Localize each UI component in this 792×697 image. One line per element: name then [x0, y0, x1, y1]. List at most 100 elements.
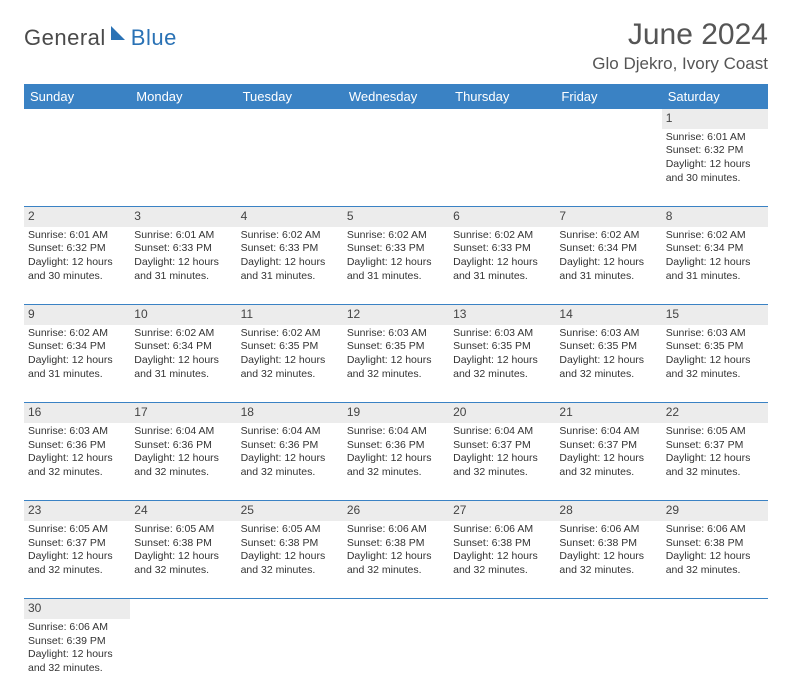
- sunrise-text: Sunrise: 6:01 AM: [666, 131, 764, 145]
- daynum-row: 2345678: [24, 207, 768, 227]
- sunset-text: Sunset: 6:38 PM: [241, 537, 339, 551]
- day-detail: Sunrise: 6:02 AMSunset: 6:34 PMDaylight:…: [130, 325, 236, 403]
- logo-text-blue: Blue: [131, 25, 177, 51]
- day-detail: Sunrise: 6:02 AMSunset: 6:33 PMDaylight:…: [237, 227, 343, 305]
- day-number: [662, 599, 768, 619]
- day-number: 20: [449, 403, 555, 423]
- day-detail: Sunrise: 6:03 AMSunset: 6:35 PMDaylight:…: [662, 325, 768, 403]
- daynum-row: 1: [24, 109, 768, 129]
- daylight-text-2: and 32 minutes.: [559, 564, 657, 578]
- header-right: June 2024 Glo Djekro, Ivory Coast: [592, 18, 768, 74]
- daylight-text-2: and 32 minutes.: [28, 662, 126, 676]
- weekday-tuesday: Tuesday: [237, 84, 343, 109]
- day-number: 9: [24, 305, 130, 325]
- day-detail: [555, 129, 661, 207]
- day-detail: Sunrise: 6:03 AMSunset: 6:35 PMDaylight:…: [449, 325, 555, 403]
- sunrise-text: Sunrise: 6:03 AM: [559, 327, 657, 341]
- day-detail: Sunrise: 6:04 AMSunset: 6:36 PMDaylight:…: [343, 423, 449, 501]
- sunrise-text: Sunrise: 6:04 AM: [559, 425, 657, 439]
- day-number: 22: [662, 403, 768, 423]
- day-detail: Sunrise: 6:04 AMSunset: 6:37 PMDaylight:…: [555, 423, 661, 501]
- daylight-text-1: Daylight: 12 hours: [241, 452, 339, 466]
- day-number: 4: [237, 207, 343, 227]
- daylight-text-2: and 31 minutes.: [453, 270, 551, 284]
- sunset-text: Sunset: 6:36 PM: [347, 439, 445, 453]
- day-number: [449, 109, 555, 129]
- sunset-text: Sunset: 6:37 PM: [559, 439, 657, 453]
- daylight-text-1: Daylight: 12 hours: [559, 354, 657, 368]
- day-number: 30: [24, 599, 130, 619]
- day-number: 5: [343, 207, 449, 227]
- sunset-text: Sunset: 6:34 PM: [134, 340, 232, 354]
- daylight-text-2: and 32 minutes.: [241, 368, 339, 382]
- day-number: [555, 599, 661, 619]
- sunrise-text: Sunrise: 6:03 AM: [28, 425, 126, 439]
- daylight-text-1: Daylight: 12 hours: [134, 550, 232, 564]
- daylight-text-1: Daylight: 12 hours: [134, 256, 232, 270]
- weekday-saturday: Saturday: [662, 84, 768, 109]
- daylight-text-1: Daylight: 12 hours: [453, 354, 551, 368]
- daylight-text-2: and 31 minutes.: [666, 270, 764, 284]
- sunrise-text: Sunrise: 6:06 AM: [347, 523, 445, 537]
- day-number: 19: [343, 403, 449, 423]
- day-detail: Sunrise: 6:02 AMSunset: 6:33 PMDaylight:…: [449, 227, 555, 305]
- day-number: 16: [24, 403, 130, 423]
- sunset-text: Sunset: 6:34 PM: [559, 242, 657, 256]
- daylight-text-2: and 32 minutes.: [666, 368, 764, 382]
- day-detail: [449, 619, 555, 697]
- day-detail: Sunrise: 6:06 AMSunset: 6:38 PMDaylight:…: [555, 521, 661, 599]
- day-detail: [130, 619, 236, 697]
- weekday-header-row: Sunday Monday Tuesday Wednesday Thursday…: [24, 84, 768, 109]
- daylight-text-1: Daylight: 12 hours: [28, 550, 126, 564]
- day-detail: Sunrise: 6:04 AMSunset: 6:36 PMDaylight:…: [130, 423, 236, 501]
- day-detail: Sunrise: 6:04 AMSunset: 6:37 PMDaylight:…: [449, 423, 555, 501]
- daylight-text-2: and 32 minutes.: [559, 368, 657, 382]
- sunrise-text: Sunrise: 6:05 AM: [666, 425, 764, 439]
- day-detail: Sunrise: 6:06 AMSunset: 6:38 PMDaylight:…: [449, 521, 555, 599]
- day-detail: Sunrise: 6:03 AMSunset: 6:36 PMDaylight:…: [24, 423, 130, 501]
- day-detail: [24, 129, 130, 207]
- daylight-text-1: Daylight: 12 hours: [28, 452, 126, 466]
- daylight-text-1: Daylight: 12 hours: [559, 452, 657, 466]
- daylight-text-1: Daylight: 12 hours: [453, 256, 551, 270]
- daylight-text-1: Daylight: 12 hours: [666, 256, 764, 270]
- daylight-text-2: and 32 minutes.: [241, 564, 339, 578]
- weekday-wednesday: Wednesday: [343, 84, 449, 109]
- daylight-text-1: Daylight: 12 hours: [559, 256, 657, 270]
- sunrise-text: Sunrise: 6:06 AM: [666, 523, 764, 537]
- logo-text-general: General: [24, 25, 106, 51]
- sunset-text: Sunset: 6:33 PM: [453, 242, 551, 256]
- daylight-text-1: Daylight: 12 hours: [347, 354, 445, 368]
- day-number: 12: [343, 305, 449, 325]
- sunset-text: Sunset: 6:36 PM: [241, 439, 339, 453]
- daynum-row: 23242526272829: [24, 501, 768, 521]
- daylight-text-2: and 31 minutes.: [559, 270, 657, 284]
- day-detail: [555, 619, 661, 697]
- daylight-text-1: Daylight: 12 hours: [28, 256, 126, 270]
- sunrise-text: Sunrise: 6:02 AM: [559, 229, 657, 243]
- day-detail: Sunrise: 6:02 AMSunset: 6:34 PMDaylight:…: [24, 325, 130, 403]
- daylight-text-2: and 31 minutes.: [134, 270, 232, 284]
- sunrise-text: Sunrise: 6:06 AM: [28, 621, 126, 635]
- day-number: 6: [449, 207, 555, 227]
- day-number: 28: [555, 501, 661, 521]
- detail-row: Sunrise: 6:06 AMSunset: 6:39 PMDaylight:…: [24, 619, 768, 697]
- day-number: 7: [555, 207, 661, 227]
- day-number: 27: [449, 501, 555, 521]
- sunrise-text: Sunrise: 6:06 AM: [453, 523, 551, 537]
- sunrise-text: Sunrise: 6:02 AM: [347, 229, 445, 243]
- day-detail: Sunrise: 6:05 AMSunset: 6:37 PMDaylight:…: [24, 521, 130, 599]
- day-detail: Sunrise: 6:06 AMSunset: 6:38 PMDaylight:…: [343, 521, 449, 599]
- day-detail: Sunrise: 6:06 AMSunset: 6:38 PMDaylight:…: [662, 521, 768, 599]
- day-detail: Sunrise: 6:01 AMSunset: 6:32 PMDaylight:…: [662, 129, 768, 207]
- sunset-text: Sunset: 6:37 PM: [666, 439, 764, 453]
- day-number: [130, 109, 236, 129]
- sunrise-text: Sunrise: 6:03 AM: [666, 327, 764, 341]
- day-detail: [130, 129, 236, 207]
- day-number: [449, 599, 555, 619]
- daylight-text-1: Daylight: 12 hours: [347, 256, 445, 270]
- day-detail: Sunrise: 6:01 AMSunset: 6:33 PMDaylight:…: [130, 227, 236, 305]
- detail-row: Sunrise: 6:01 AMSunset: 6:32 PMDaylight:…: [24, 129, 768, 207]
- sunset-text: Sunset: 6:37 PM: [453, 439, 551, 453]
- daylight-text-2: and 32 minutes.: [134, 466, 232, 480]
